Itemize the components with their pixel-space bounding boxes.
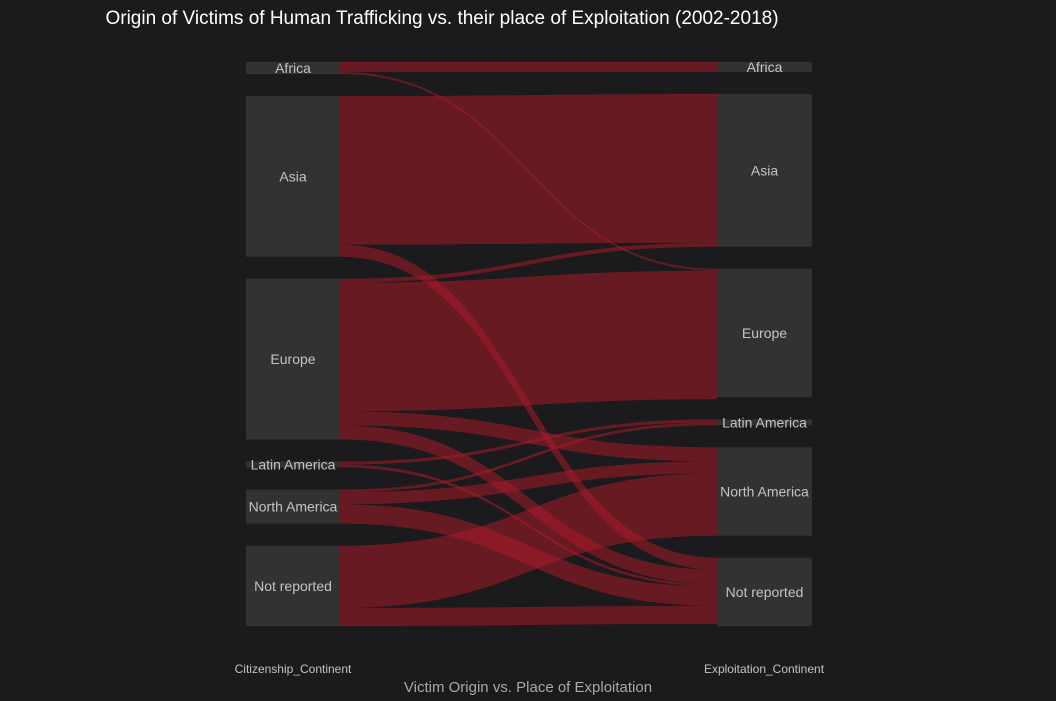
flow-europe-to-not-reported xyxy=(340,425,717,584)
right-node-label-not-reported: Not reported xyxy=(726,584,804,600)
left-node-north-america xyxy=(246,489,340,524)
flows-layer xyxy=(340,62,717,626)
flow-europe-to-asia xyxy=(340,242,717,283)
flow-asia-to-asia xyxy=(340,94,717,245)
right-node-north-america xyxy=(717,447,812,536)
left-node-label-africa: Africa xyxy=(275,60,311,76)
axis-label-exploitation: Exploitation_Continent xyxy=(704,662,825,676)
labels-layer: Africa Asia Europe Latin America North Ameri… xyxy=(249,59,809,600)
flow-north-america-to-north-america xyxy=(340,461,717,505)
left-node-asia xyxy=(246,96,340,257)
chart-title: Origin of Victims of Human Trafficking v… xyxy=(105,8,778,29)
flow-africa-to-africa xyxy=(340,62,717,73)
left-node-label-north-america: North America xyxy=(249,499,338,515)
right-node-label-asia: Asia xyxy=(751,162,778,178)
right-node-not-reported xyxy=(717,557,812,626)
axis-label-citizenship: Citizenship_Continent xyxy=(235,662,352,676)
left-node-europe xyxy=(246,278,340,440)
right-node-asia xyxy=(717,94,812,247)
x-axis-title: Victim Origin vs. Place of Exploitation xyxy=(404,679,652,696)
flow-europe-to-north-america xyxy=(340,411,717,462)
left-node-label-asia: Asia xyxy=(279,168,306,184)
right-node-latin-america xyxy=(717,419,812,426)
nodes-layer xyxy=(246,62,812,626)
left-node-africa xyxy=(246,62,340,75)
left-node-label-europe: Europe xyxy=(270,351,315,367)
right-node-europe xyxy=(717,268,812,398)
flow-not-reported-to-not-reported xyxy=(340,605,717,626)
flow-not-reported-to-north-america xyxy=(340,473,717,608)
right-node-africa xyxy=(717,62,812,73)
flow-latin-america-to-latin-america xyxy=(340,419,717,465)
left-node-label-latin-america: Latin America xyxy=(251,456,336,472)
right-node-label-africa: Africa xyxy=(747,59,783,75)
right-node-label-north-america: North America xyxy=(720,484,809,500)
flow-north-america-to-latin-america xyxy=(340,422,717,493)
right-node-label-europe: Europe xyxy=(742,325,787,341)
flow-europe-to-europe xyxy=(340,270,717,412)
right-node-label-latin-america: Latin America xyxy=(722,414,807,430)
flow-asia-to-not-reported xyxy=(340,244,717,570)
left-node-label-not-reported: Not reported xyxy=(254,578,332,594)
left-node-latin-america xyxy=(246,461,340,468)
left-node-not-reported xyxy=(246,545,340,626)
